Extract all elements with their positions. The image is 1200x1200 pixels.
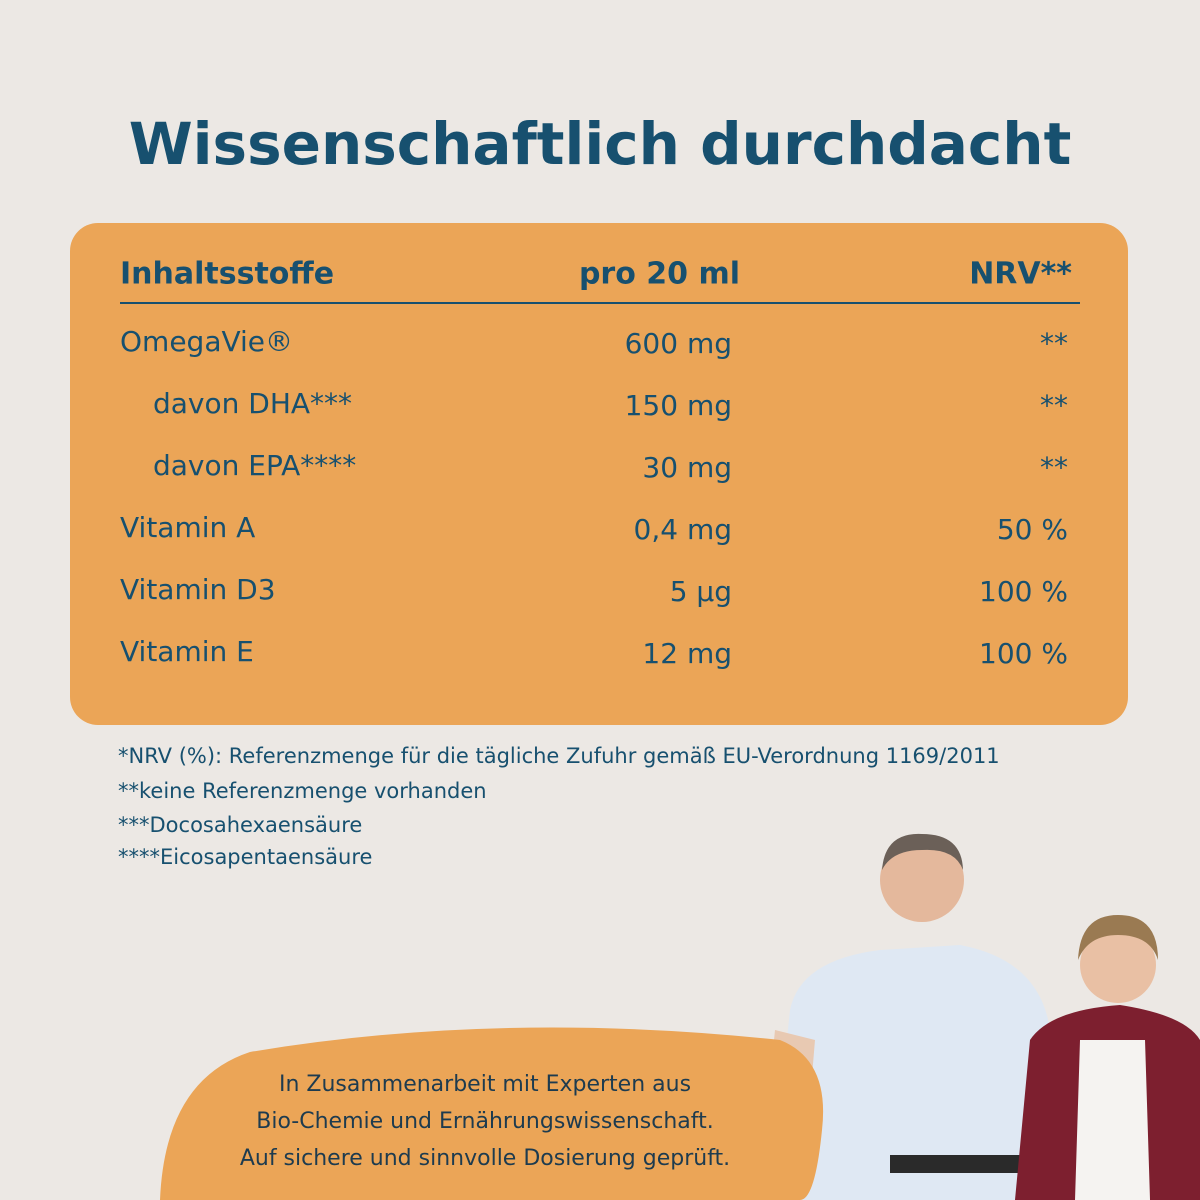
nrv: **: [1040, 327, 1068, 360]
column-header: pro 20 ml: [579, 257, 740, 292]
nrv: 100 %: [979, 575, 1068, 608]
amount: 150 mg: [625, 389, 732, 422]
experts-photo: [770, 833, 1200, 1200]
nrv: **: [1040, 389, 1068, 422]
amount: 12 mg: [642, 637, 732, 670]
footnote: **keine Referenzmenge vorhanden: [118, 779, 487, 803]
nrv: 100 %: [979, 637, 1068, 670]
table-body: OmegaVie® 600 mg ** davon DHA*** 150 mg ** dav…: [120, 325, 1068, 670]
amount: 0,4 mg: [634, 513, 732, 546]
callout: In Zusammenarbeit mit Experten aus Bio-Ch…: [240, 1072, 730, 1171]
nrv: **: [1040, 451, 1068, 484]
ingredient: Vitamin E: [120, 635, 254, 668]
column-header: Inhaltsstoffe: [120, 257, 334, 292]
callout-line: Bio-Chemie und Ernährungswissenschaft.: [256, 1109, 714, 1134]
nrv: 50 %: [997, 513, 1068, 546]
callout-line: Auf sichere und sinnvolle Dosierung gepr…: [240, 1146, 730, 1171]
amount: 5 µg: [670, 575, 732, 608]
footnote: *NRV (%): Referenzmenge für die tägliche…: [118, 744, 1000, 768]
amount: 30 mg: [642, 451, 732, 484]
ingredient: OmegaVie®: [120, 325, 293, 358]
callout-line: In Zusammenarbeit mit Experten aus: [279, 1072, 691, 1097]
footnote: ***Docosahexaensäure: [118, 813, 362, 837]
ingredient: davon DHA***: [153, 387, 352, 420]
ingredient: Vitamin D3: [120, 573, 276, 606]
footnotes: *NRV (%): Referenzmenge für die tägliche…: [118, 744, 1000, 869]
table-card: [70, 223, 1128, 725]
ingredient: davon EPA****: [153, 449, 356, 482]
footnote: ****Eicosapentaensäure: [118, 845, 372, 869]
ingredient: Vitamin A: [120, 511, 255, 544]
callout-bubble: [160, 1027, 824, 1200]
title: Wissenschaftlich durchdacht: [129, 110, 1072, 178]
column-header: NRV**: [969, 257, 1072, 292]
amount: 600 mg: [625, 327, 732, 360]
